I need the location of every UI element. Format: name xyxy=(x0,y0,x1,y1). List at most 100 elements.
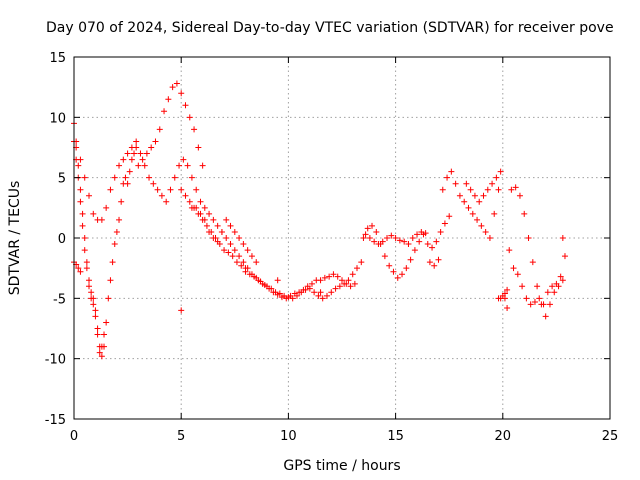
data-point xyxy=(178,186,185,193)
data-point xyxy=(268,285,275,292)
data-point xyxy=(549,283,556,290)
data-point xyxy=(154,186,161,193)
data-point xyxy=(133,138,140,145)
data-point xyxy=(529,259,536,266)
data-point xyxy=(358,259,365,266)
data-point xyxy=(544,289,551,296)
data-point xyxy=(510,265,517,272)
data-point xyxy=(225,249,232,256)
data-point xyxy=(491,210,498,217)
data-point xyxy=(501,295,508,302)
data-point xyxy=(289,295,296,302)
data-point xyxy=(308,280,315,287)
data-point xyxy=(328,289,335,296)
data-point xyxy=(561,253,568,260)
data-point xyxy=(182,192,189,199)
data-point xyxy=(218,228,225,235)
data-point xyxy=(197,198,204,205)
data-point xyxy=(285,294,292,301)
x-tick-label: 20 xyxy=(495,429,512,444)
data-point xyxy=(553,280,560,287)
data-point xyxy=(92,307,99,314)
data-point xyxy=(116,216,123,223)
data-point xyxy=(426,259,433,266)
y-tick-label: 15 xyxy=(49,51,66,66)
data-point xyxy=(236,235,243,241)
data-point xyxy=(240,241,247,248)
data-point xyxy=(317,277,324,284)
data-point xyxy=(86,283,93,290)
data-point xyxy=(201,204,208,211)
data-point xyxy=(521,210,528,217)
data-point xyxy=(227,222,234,229)
data-point xyxy=(480,192,487,199)
data-point xyxy=(456,192,463,199)
data-point xyxy=(525,235,532,241)
axis-ticks: 0 5 10 15 20 25 -15 -10 -5 0 5 10 15 xyxy=(45,51,619,444)
data-point xyxy=(255,277,262,284)
data-point xyxy=(336,283,343,290)
data-point xyxy=(379,238,386,245)
data-point xyxy=(512,184,519,191)
data-point xyxy=(193,186,200,193)
data-point xyxy=(77,186,84,193)
data-point xyxy=(534,283,541,290)
data-point xyxy=(103,204,110,211)
data-point xyxy=(506,247,513,254)
data-point xyxy=(242,265,249,272)
data-point xyxy=(422,230,429,237)
data-point xyxy=(452,180,459,187)
data-point xyxy=(221,247,228,254)
data-point xyxy=(98,353,105,360)
y-tick-label: -15 xyxy=(45,413,66,428)
data-point xyxy=(274,277,281,284)
data-point xyxy=(474,216,481,223)
data-point xyxy=(77,198,84,205)
data-point xyxy=(124,150,131,157)
data-point xyxy=(298,289,305,296)
data-point xyxy=(246,271,253,278)
series-trace-n xyxy=(508,184,566,320)
data-point xyxy=(531,298,538,305)
series-trace-f xyxy=(71,138,108,356)
data-point xyxy=(214,222,221,229)
data-point xyxy=(276,290,283,297)
data-point xyxy=(161,108,168,115)
data-point xyxy=(484,186,491,193)
data-point xyxy=(90,210,97,217)
data-point xyxy=(471,192,478,199)
data-point xyxy=(81,235,88,241)
data-point xyxy=(319,295,326,302)
data-point xyxy=(81,174,88,181)
data-point xyxy=(441,220,448,227)
data-point xyxy=(201,216,208,223)
chart-title: Day 070 of 2024, Sidereal Day-to-day VTE… xyxy=(46,20,614,36)
data-point xyxy=(86,192,93,199)
data-point xyxy=(461,198,468,205)
data-point xyxy=(141,162,148,169)
data-point xyxy=(83,259,90,266)
data-point xyxy=(178,307,185,314)
data-point xyxy=(203,222,210,229)
x-tick-label: 0 xyxy=(70,429,78,444)
data-point xyxy=(347,283,354,290)
y-tick-label: -5 xyxy=(53,292,66,307)
data-point xyxy=(386,262,393,269)
series-trace-i xyxy=(424,213,453,251)
data-point xyxy=(332,285,339,292)
data-point xyxy=(362,231,369,238)
data-point xyxy=(251,273,258,280)
data-point xyxy=(98,216,105,223)
series-trace-d xyxy=(188,204,260,266)
grid-lines xyxy=(74,57,610,419)
data-point xyxy=(551,289,558,296)
data-point xyxy=(223,216,230,223)
data-point xyxy=(527,301,534,308)
data-point xyxy=(381,253,388,260)
data-point xyxy=(152,138,159,145)
data-point xyxy=(354,265,361,272)
data-point xyxy=(364,225,371,232)
data-point xyxy=(195,144,202,151)
data-point xyxy=(253,259,260,266)
data-point xyxy=(345,277,352,284)
